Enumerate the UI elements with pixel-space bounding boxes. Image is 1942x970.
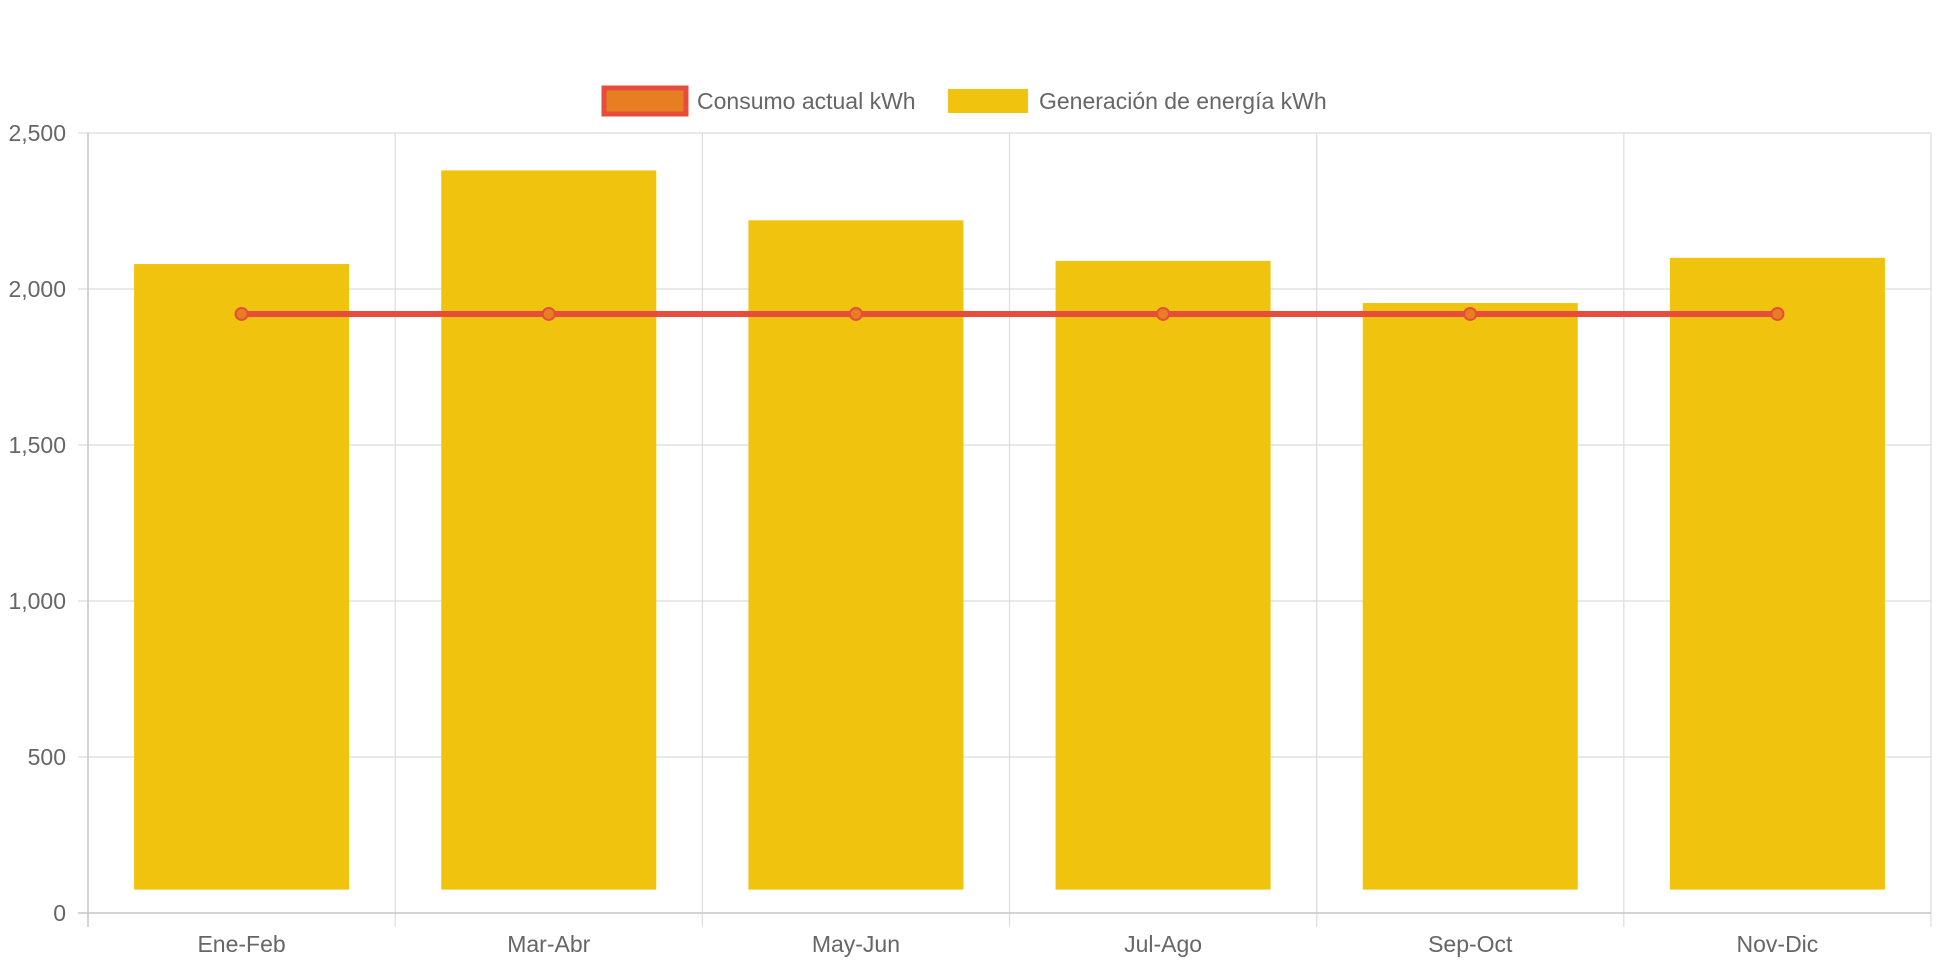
x-tick-label: Mar-Abr	[507, 931, 590, 957]
legend: Consumo actual kWh Generación de energía…	[601, 85, 1327, 117]
consumo-point-jul-ago[interactable]	[1156, 306, 1171, 321]
bar-ene-feb[interactable]	[134, 264, 350, 890]
consumo-point-sep-oct[interactable]	[1463, 306, 1478, 321]
consumo-point-may-jun[interactable]	[848, 306, 863, 321]
legend-label-generacion: Generación de energía kWh	[1039, 88, 1327, 114]
y-tick-label: 2,500	[8, 120, 66, 146]
y-tick-label: 0	[53, 900, 66, 926]
consumo-point-ene-feb[interactable]	[234, 306, 249, 321]
legend-swatch-generacion	[948, 89, 1028, 113]
x-tick-label: Ene-Feb	[197, 931, 285, 957]
y-tick-label: 1,000	[8, 588, 66, 614]
bar-may-jun[interactable]	[748, 220, 964, 890]
consumo-point-mar-abr[interactable]	[541, 306, 556, 321]
legend-label-consumo: Consumo actual kWh	[697, 88, 916, 114]
x-tick-label: Jul-Ago	[1124, 931, 1202, 957]
axes: 0 500 1,000 1,500 2,000 2,500 Ene-Feb Mar-Abr Ma…	[8, 120, 1931, 957]
bar-jul-ago[interactable]	[1055, 260, 1271, 890]
line-series	[234, 306, 1785, 321]
x-tick-label: Nov-Dic	[1737, 931, 1819, 957]
legend-item-consumo[interactable]: Consumo actual kWh	[601, 85, 916, 117]
y-tick-label: 500	[28, 744, 66, 770]
legend-item-generacion[interactable]: Generación de energía kWh	[948, 88, 1327, 114]
y-tick-label: 2,000	[8, 276, 66, 302]
consumo-point-nov-dic[interactable]	[1770, 306, 1785, 321]
bar-nov-dic[interactable]	[1669, 257, 1885, 890]
bar-series	[134, 170, 1885, 890]
x-tick-label: May-Jun	[812, 931, 900, 957]
grid-lines	[78, 132, 1932, 927]
x-tick-label: Sep-Oct	[1428, 931, 1513, 957]
bar-sep-oct[interactable]	[1362, 303, 1578, 890]
legend-swatch-consumo	[601, 85, 689, 117]
y-tick-label: 1,500	[8, 432, 66, 458]
bar-mar-abr[interactable]	[441, 170, 657, 890]
